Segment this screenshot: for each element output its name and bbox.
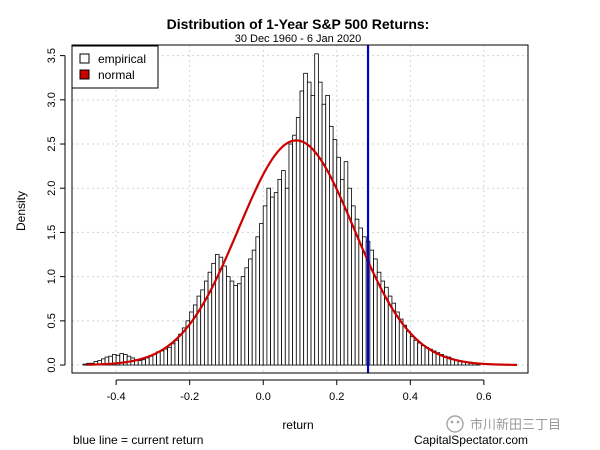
histogram-bar <box>317 81 323 366</box>
normal-curve-line <box>86 139 517 366</box>
histogram-bar <box>398 318 404 366</box>
legend-swatch-empirical <box>79 53 90 64</box>
x-tick-label: 0.2 <box>329 391 344 403</box>
histogram-bar <box>137 360 143 366</box>
histogram-bar <box>148 355 154 366</box>
histogram-bar <box>251 249 257 366</box>
legend-box <box>71 45 159 89</box>
legend-swatch-normal <box>79 69 90 80</box>
histogram-bar <box>215 254 220 366</box>
histogram-bar <box>233 285 238 366</box>
histogram-bar <box>196 295 202 366</box>
y-axis-label: Density <box>14 191 28 231</box>
y-tick-label: 1.0 <box>46 269 58 284</box>
x-tick-label: -0.4 <box>107 391 126 403</box>
legend-label-normal: normal <box>98 68 135 82</box>
wechat-icon <box>446 415 464 433</box>
footer-note: blue line = current return <box>73 433 203 447</box>
histogram-bar <box>163 348 169 366</box>
x-tick-label: 0.0 <box>256 391 271 403</box>
histogram-bar <box>141 359 146 366</box>
histogram-bar <box>417 342 422 366</box>
y-tick-label: 0.0 <box>46 357 58 372</box>
histogram-bar <box>167 346 172 366</box>
histogram-bar <box>170 343 176 366</box>
histogram-bar <box>273 192 279 366</box>
histogram-bar <box>303 72 308 366</box>
watermark: 市川新田三丁目 <box>446 415 561 433</box>
histogram-bar <box>237 283 242 366</box>
x-tick-label: -0.2 <box>180 391 199 403</box>
histogram-bar <box>82 363 88 366</box>
histogram-bar <box>174 339 180 366</box>
histogram-bar <box>259 223 264 366</box>
histogram-bar <box>321 103 327 366</box>
x-axis-label: return <box>282 418 313 432</box>
histogram-bar <box>266 187 271 366</box>
histogram-bar <box>244 267 249 366</box>
histogram-bar <box>240 276 246 366</box>
wechat-icon-dot-2 <box>456 420 460 424</box>
histogram-bar <box>152 354 157 366</box>
histogram-bar <box>409 336 415 366</box>
y-tick-label: 2.5 <box>46 136 58 151</box>
histogram-bar <box>284 187 290 366</box>
histogram-bar <box>288 143 294 366</box>
histogram-bar <box>145 357 150 366</box>
legend: empirical normal <box>71 45 159 89</box>
histogram-bar <box>306 81 312 366</box>
histogram-bar <box>255 236 260 366</box>
histogram-bar <box>211 262 216 366</box>
histogram-bar <box>292 134 297 366</box>
x-tick-label: 0.6 <box>476 391 491 403</box>
histogram-bar <box>229 280 235 366</box>
histogram-bar <box>299 90 305 366</box>
histogram-bar <box>295 117 301 366</box>
histogram-bar <box>343 161 349 366</box>
histogram-bar <box>310 94 316 366</box>
plot-frame <box>71 44 529 374</box>
chart-subtitle: 30 Dec 1960 - 6 Jan 2020 <box>235 33 362 45</box>
histogram-bar <box>277 178 283 366</box>
histogram-bar <box>281 170 286 366</box>
histogram-bar <box>332 139 338 366</box>
y-tick-label: 2.0 <box>46 181 58 196</box>
histogram-bar <box>159 350 165 366</box>
histogram-bar <box>424 346 430 366</box>
wechat-icon-dot <box>450 420 454 424</box>
histogram-bar <box>413 339 419 366</box>
histogram-bar <box>178 333 183 366</box>
histogram-bar <box>406 331 411 366</box>
histogram-bar <box>222 265 227 366</box>
watermark-text: 市川新田三丁目 <box>470 417 561 433</box>
histogram-bar <box>340 178 345 366</box>
histogram-bar <box>314 53 319 366</box>
grid <box>72 45 528 373</box>
y-axis: 0.0 0.5 1.0 1.5 2.0 2.5 3.0 3.5 <box>46 48 66 373</box>
histogram-bar <box>325 94 330 366</box>
histogram-bar <box>248 258 253 366</box>
histogram-bar <box>402 324 408 366</box>
histogram-bar <box>270 196 275 366</box>
histogram-bar <box>226 276 231 366</box>
y-tick-label: 0.5 <box>46 313 58 328</box>
x-tick-label: 0.4 <box>403 391 418 403</box>
histogram-bar <box>207 271 213 366</box>
footer-source: CapitalSpectator.com <box>414 433 528 447</box>
histogram-bars <box>82 53 481 366</box>
chart-title: Distribution of 1-Year S&P 500 Returns: <box>167 16 430 32</box>
histogram-bar <box>262 205 268 366</box>
histogram-bar <box>203 280 209 366</box>
y-tick-label: 3.0 <box>46 92 58 107</box>
legend-label-empirical: empirical <box>98 52 146 66</box>
y-tick-label: 3.5 <box>46 48 58 63</box>
histogram-bar <box>420 345 426 366</box>
x-axis: -0.4 -0.2 0.0 0.2 0.4 0.6 <box>107 379 492 403</box>
y-tick-label: 1.5 <box>46 225 58 240</box>
histogram-bar <box>329 125 334 366</box>
